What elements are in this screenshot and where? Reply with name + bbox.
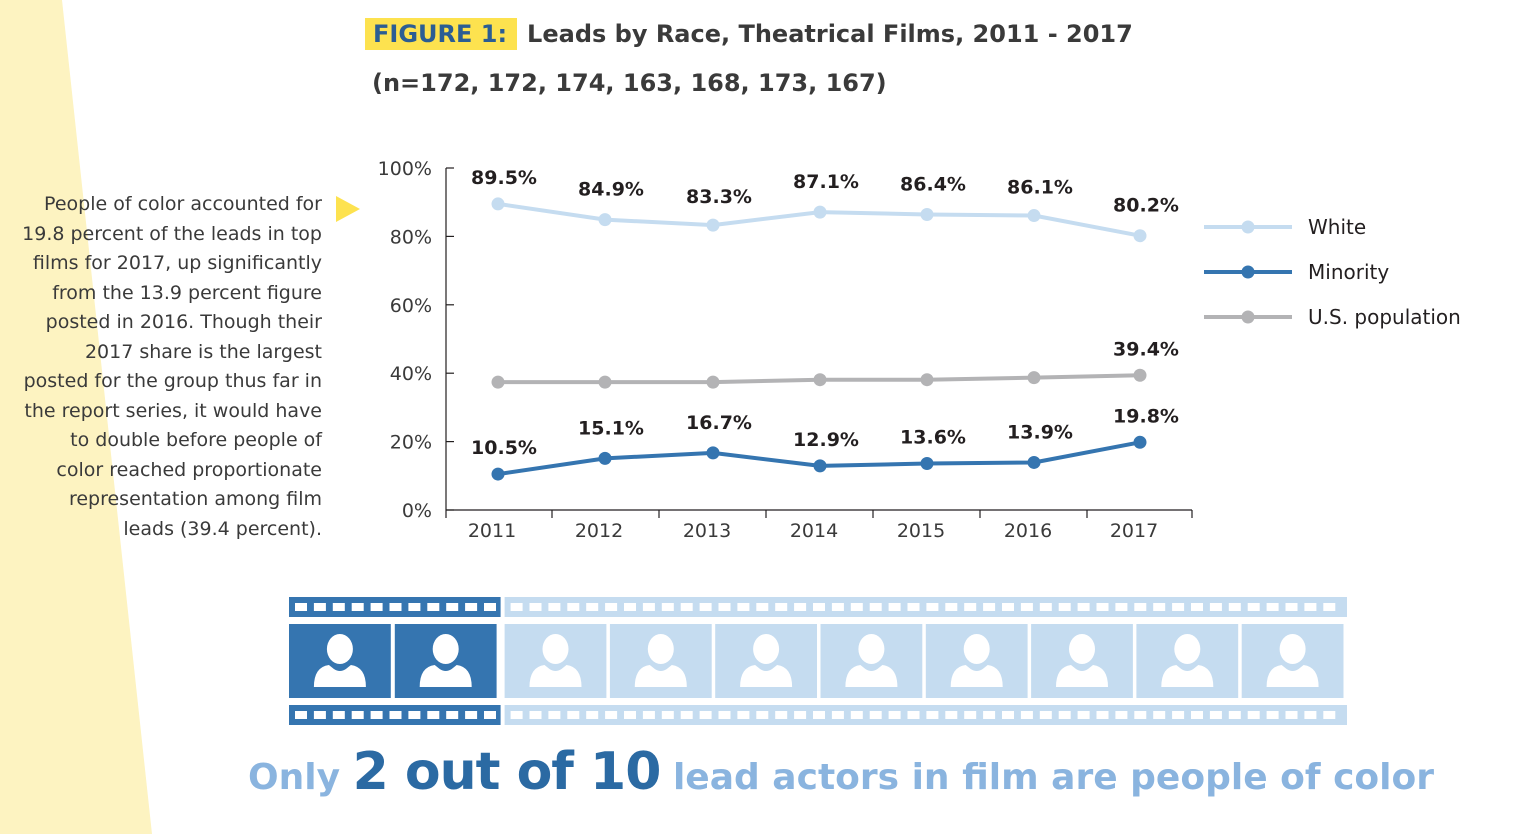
data-label: 13.9% — [1007, 421, 1073, 443]
tagline-highlight: 2 out of 10 — [352, 742, 662, 802]
figure-title-text: Leads by Race, Theatrical Films, 2011 - … — [527, 20, 1133, 48]
legend-swatch-dot — [1241, 265, 1255, 279]
data-label: 19.8% — [1113, 405, 1179, 427]
callout-arrow-icon — [336, 196, 360, 222]
data-label: 87.1% — [793, 171, 859, 193]
data-point — [491, 467, 505, 481]
figure-subtitle: (n=172, 172, 174, 163, 168, 173, 167) — [372, 69, 887, 97]
data-point — [813, 373, 827, 387]
data-point — [706, 446, 720, 460]
data-label: 15.1% — [578, 417, 644, 439]
person-silhouette-icon — [609, 624, 712, 698]
person-silhouette-icon — [289, 624, 391, 698]
person-silhouette-icon — [1136, 624, 1239, 698]
data-point — [920, 456, 934, 470]
y-tick-label: 40% — [390, 363, 432, 385]
figure-title: FIGURE 1: Leads by Race, Theatrical Films… — [365, 18, 1133, 50]
data-label: 10.5% — [471, 437, 537, 459]
filmstrip-sprockets — [504, 597, 1347, 725]
legend-swatch-dot — [1241, 220, 1255, 234]
legend-label: U.S. population — [1308, 305, 1461, 329]
data-label: 89.5% — [471, 167, 537, 189]
data-point — [1027, 371, 1041, 385]
legend-label: Minority — [1308, 260, 1389, 284]
x-tick-label: 2011 — [468, 520, 516, 542]
figure-label: FIGURE 1: — [365, 18, 518, 50]
y-tick-label: 100% — [378, 158, 432, 180]
data-point — [813, 205, 827, 219]
data-point — [1027, 455, 1041, 469]
data-label: 16.7% — [686, 412, 752, 434]
data-point — [1133, 435, 1147, 449]
person-silhouette-icon — [1031, 624, 1133, 698]
legend-swatch-dot — [1241, 310, 1255, 324]
data-point — [706, 375, 720, 389]
data-point — [920, 373, 934, 387]
y-tick-label: 80% — [390, 226, 432, 248]
x-tick-label: 2013 — [683, 520, 731, 542]
tagline-part3: lead actors in film are people of color — [672, 757, 1434, 798]
x-tick-label: 2015 — [897, 520, 945, 542]
data-label: 84.9% — [578, 179, 644, 201]
filmstrip-graphic — [289, 597, 1347, 725]
person-silhouette-icon — [820, 624, 923, 698]
x-tick-label: 2016 — [1004, 520, 1052, 542]
data-label: 12.9% — [793, 429, 859, 451]
person-silhouette-icon — [1241, 624, 1344, 698]
person-silhouette-icon — [504, 624, 607, 698]
data-point — [1133, 229, 1147, 243]
person-silhouette-icon — [715, 624, 817, 698]
data-label: 80.2% — [1113, 195, 1179, 217]
data-point — [598, 375, 612, 389]
person-silhouette-icon — [925, 624, 1028, 698]
data-label: 86.4% — [900, 174, 966, 196]
x-tick-label: 2012 — [575, 520, 623, 542]
x-tick-label: 2017 — [1110, 520, 1158, 542]
data-point — [598, 451, 612, 465]
filmstrip-sprockets-highlighted — [289, 597, 501, 725]
data-point — [1133, 368, 1147, 382]
data-label: 83.3% — [686, 186, 752, 208]
data-point — [706, 218, 720, 232]
data-label: 86.1% — [1007, 177, 1073, 199]
side-note: People of color accounted for 19.8 perce… — [22, 193, 322, 540]
line-chart: 0% 20% 40% 60% 80% 100% 2011 2012 2013 2014 2015 20… — [378, 158, 1461, 542]
data-point — [1027, 209, 1041, 223]
data-point — [491, 197, 505, 211]
person-silhouette-icon — [394, 624, 497, 698]
data-point — [598, 213, 612, 227]
y-tick-label: 20% — [390, 432, 432, 454]
tagline-part1: Only — [248, 757, 341, 798]
data-label: 39.4% — [1113, 338, 1179, 360]
data-point — [920, 208, 934, 222]
y-tick-label: 0% — [402, 500, 432, 522]
y-tick-label: 60% — [390, 295, 432, 317]
decorative-yellow-band — [0, 0, 152, 834]
legend-label: White — [1308, 215, 1366, 239]
data-label: 13.6% — [900, 426, 966, 448]
x-tick-label: 2014 — [790, 520, 838, 542]
tagline: Only 2 out of 10 lead actors in film are… — [248, 742, 1434, 802]
data-point — [813, 459, 827, 473]
data-point — [491, 375, 505, 389]
